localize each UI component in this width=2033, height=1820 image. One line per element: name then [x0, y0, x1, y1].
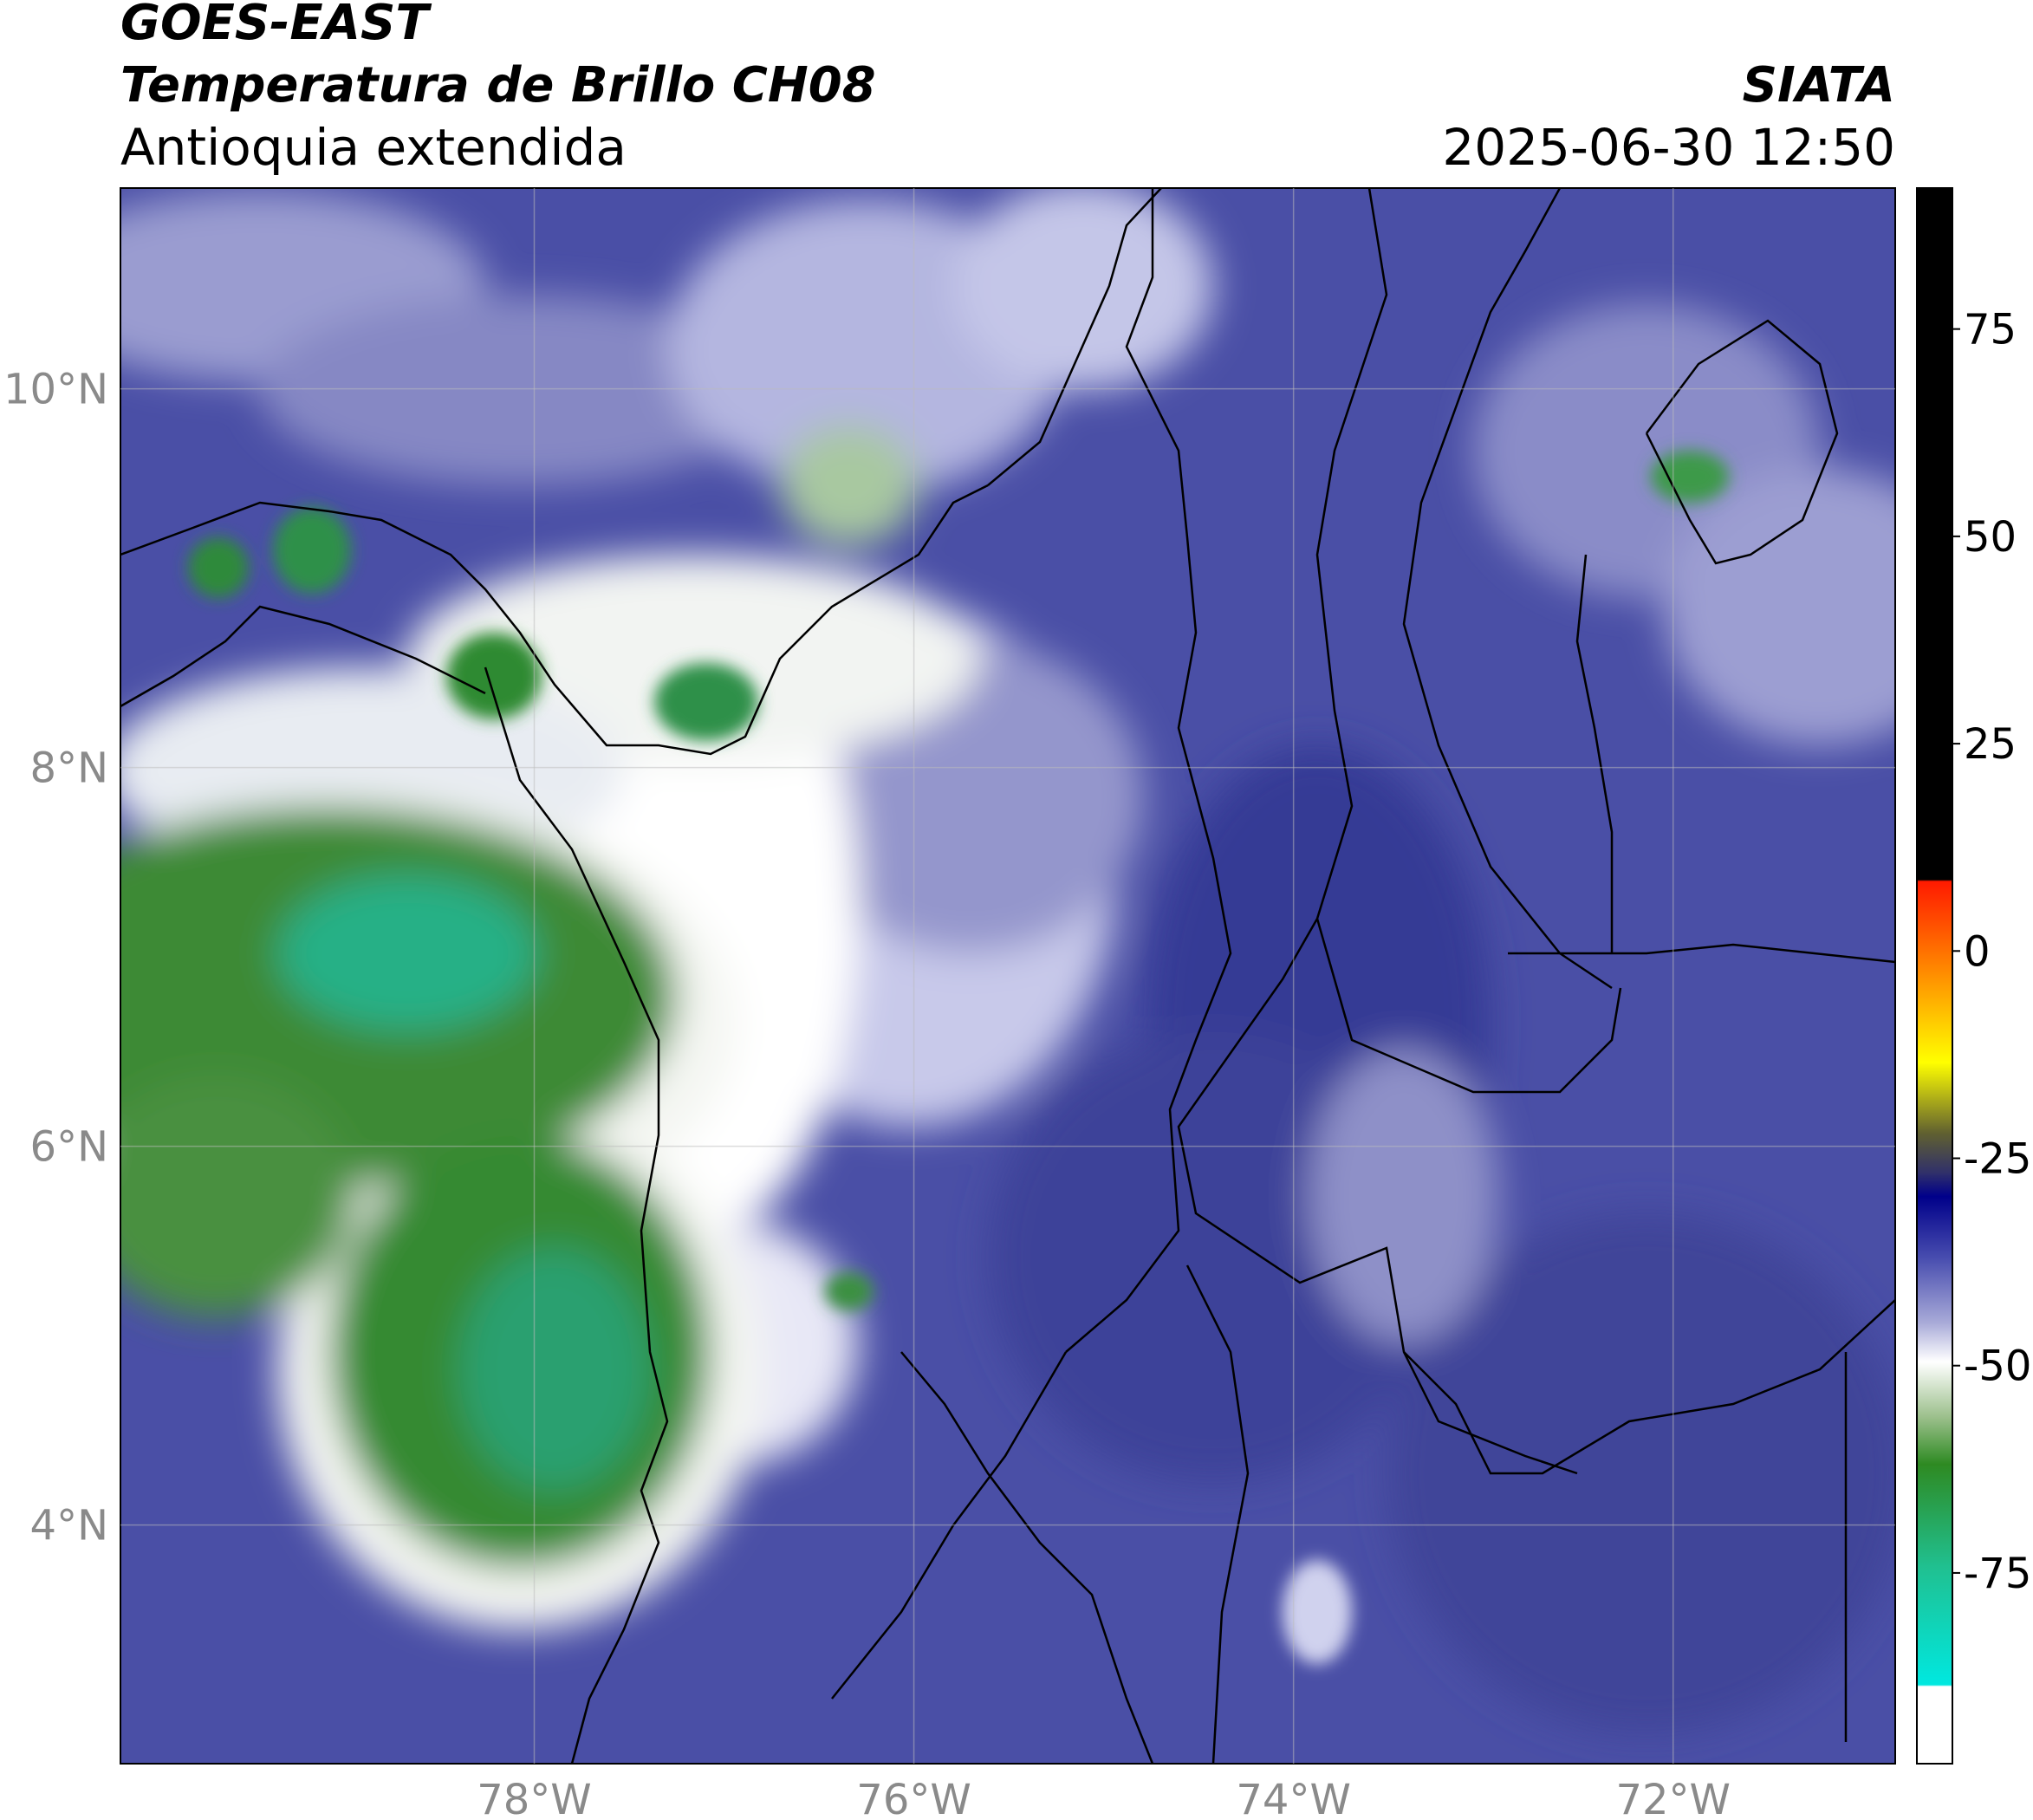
y-tick-label: 6°N: [30, 1123, 108, 1172]
title-line2: Temperatura de Brillo CH08: [120, 57, 876, 114]
colorbar-tick-label: 50: [1964, 513, 2017, 562]
colorbar-tick-label: 25: [1964, 720, 2017, 769]
source: SIATA: [1743, 57, 1895, 114]
colorbar-tick-label: 75: [1964, 306, 2017, 354]
colorbar-tick-label: -25: [1964, 1135, 2031, 1184]
title-line1: GOES-EAST: [120, 0, 432, 51]
colorbar: [1916, 187, 1953, 1765]
y-tick-label: 4°N: [30, 1502, 108, 1550]
x-tick-label: 74°W: [1236, 1776, 1351, 1820]
map-frame: [120, 187, 1896, 1765]
timestamp: 2025-06-30 12:50: [1442, 118, 1895, 177]
region: Antioquia extendida: [120, 118, 627, 177]
satellite-image: [120, 188, 1895, 1764]
x-tick-label: 78°W: [477, 1776, 592, 1820]
colorbar-ticks: -75 -50 -25 0 25 50 75: [1952, 306, 2031, 1598]
y-tick-label: 10°N: [3, 366, 108, 414]
axes: 78°W 76°W 74°W 72°W 4°N 6°N 8°N 10°N: [3, 366, 1731, 1820]
colorbar-tick-label: -75: [1964, 1550, 2031, 1598]
colorbar-tick-label: 0: [1964, 927, 1991, 976]
colorbar-tick-label: -50: [1964, 1342, 2031, 1391]
borders: [120, 188, 1895, 1764]
x-tick-label: 76°W: [856, 1776, 971, 1820]
y-tick-label: 8°N: [30, 744, 108, 793]
x-tick-label: 72°W: [1615, 1776, 1731, 1820]
graticule: [120, 188, 1895, 1764]
